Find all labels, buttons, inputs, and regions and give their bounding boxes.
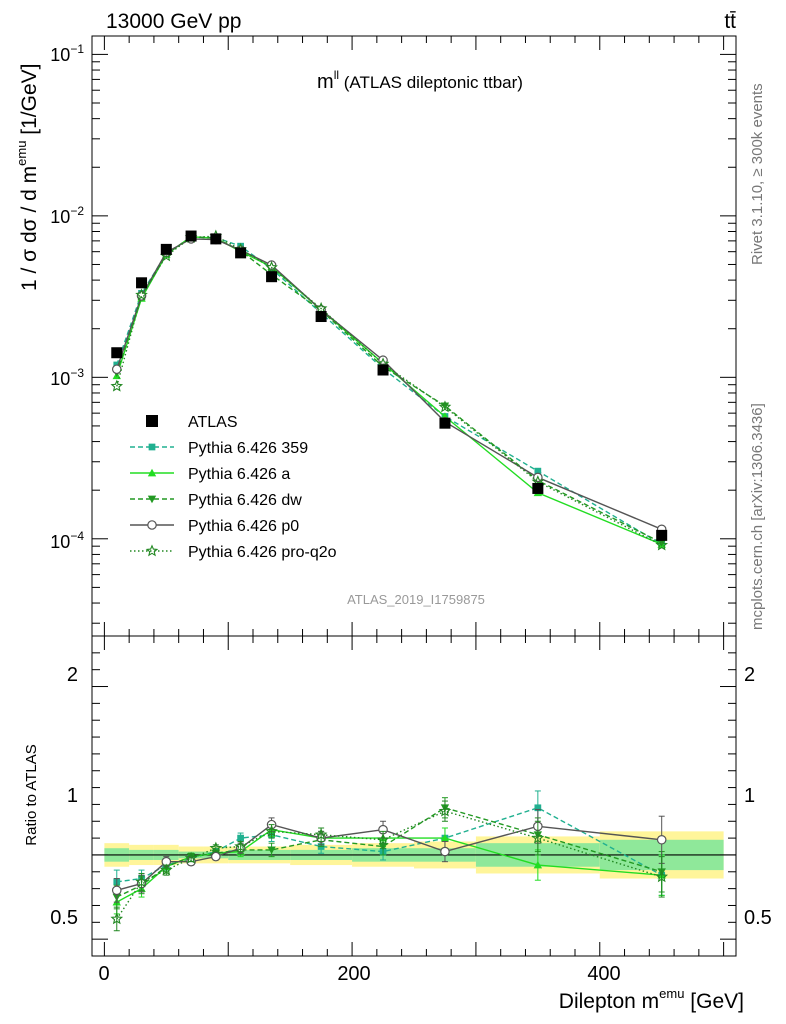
x-tick-label-400: 400 [587, 963, 620, 985]
series-point-ratio [314, 828, 328, 841]
atlas-data-point [532, 482, 544, 494]
plot-title: mll (ATLAS dileptonic ttbar) [317, 68, 523, 93]
legend: ATLAS Pythia 6.426 359 Pythia 6.426 a Pythi… [130, 414, 337, 561]
series-point-ratio [440, 833, 450, 842]
y-tick-label-1e-2: 10−2 [50, 204, 84, 227]
series-line-ratio [116, 823, 662, 891]
legend-marker [147, 468, 157, 477]
atlas-data-points [111, 230, 668, 541]
y-axis-title-main: 1 / σ dσ / d memu [1/GeV] [14, 64, 41, 291]
legend-label: Pythia 6.426 p0 [188, 518, 299, 535]
analysis-id-label: ATLAS_2019_I1759875 [347, 592, 485, 607]
atlas-data-point [656, 529, 668, 541]
ratio-tick-label-0.5: 0.5 [50, 907, 78, 929]
series-point-ratio [438, 804, 452, 817]
series-point-ratio [655, 870, 669, 883]
series-point-main [655, 538, 669, 551]
legend-label: Pythia 6.426 a [188, 466, 290, 483]
atlas-data-point [136, 277, 148, 289]
atlas-data-point [160, 243, 172, 255]
atlas-data-point [185, 230, 197, 242]
series-point-ratio [184, 851, 198, 864]
x-tick-label-0: 0 [98, 963, 109, 985]
ratio-tick-label-right-1: 1 [744, 785, 755, 807]
series-point-ratio [234, 839, 247, 852]
legend-marker-atlas [146, 415, 158, 427]
series-point-ratio [237, 834, 244, 842]
series-point-main [136, 291, 147, 301]
series-point-main [440, 402, 450, 411]
series-point-ratio [440, 846, 450, 857]
series-line-main [116, 238, 662, 530]
series-line-ratio [116, 810, 662, 920]
legend-label: Pythia 6.426 dw [188, 492, 302, 509]
y-tick-label-1e-4: 10−4 [50, 529, 84, 552]
series-point-ratio [111, 885, 122, 896]
legend-marker [145, 544, 159, 557]
y-axis-title-ratio: Ratio to ATLAS [23, 744, 40, 845]
source-label: mcplots.cern.ch [arXiv:1306.3436] [749, 403, 766, 630]
axis-ticks [92, 36, 736, 956]
ratio-tick-label-2: 2 [67, 664, 78, 686]
y-tick-label-1e-3: 10−3 [50, 366, 84, 389]
legend-label: Pythia 6.426 359 [188, 440, 308, 457]
series-point-ratio [533, 860, 543, 869]
atlas-data-point [235, 247, 247, 259]
series-point-main [378, 355, 388, 366]
series-line-main [116, 236, 663, 544]
y-tick-label-1e-1: 10−1 [50, 42, 84, 65]
series-point-main [110, 379, 124, 392]
series-point-ratio [265, 824, 278, 837]
atlas-data-point [266, 271, 278, 283]
series-point-ratio [209, 841, 223, 854]
rivet-label: Rivet 3.1.10, ≥ 300k events [749, 83, 766, 265]
legend-marker [147, 520, 157, 530]
series-point-ratio [534, 804, 542, 812]
energy-label: 13000 GeV pp [106, 10, 241, 33]
series-point-main [314, 301, 328, 314]
series-line-main [116, 235, 663, 546]
series-point-ratio [135, 875, 148, 888]
series-point-main [135, 288, 148, 301]
atlas-data-point [315, 311, 327, 323]
ratio-tick-label-right-0.5: 0.5 [744, 907, 772, 929]
series-point-ratio [211, 851, 221, 862]
atlas-data-point [439, 417, 451, 429]
series-point-main [657, 539, 666, 547]
ratio-panel-frame [91, 635, 737, 957]
series-point-ratio [531, 831, 545, 844]
series-point-ratio [376, 833, 390, 846]
atlas-data-point [210, 233, 222, 245]
series-line-ratio [116, 807, 662, 898]
series-pythia-6-426-pro-q2o [110, 229, 669, 932]
series-point-ratio [267, 846, 276, 855]
legend-marker [148, 443, 156, 451]
ratio-tick-label-1: 1 [67, 785, 78, 807]
process-label: tt̄ [724, 10, 736, 33]
x-axis-title: Dilepton memu [GeV] [559, 986, 744, 1013]
legend-marker [147, 495, 157, 504]
series-point-main [438, 400, 452, 413]
series-point-ratio [656, 834, 667, 845]
legend-label: Pythia 6.426 pro-q2o [188, 544, 337, 561]
x-tick-label-200: 200 [337, 963, 370, 985]
series-point-main [111, 364, 122, 375]
ratio-tick-label-right-2: 2 [744, 664, 755, 686]
series-point-ratio [159, 863, 173, 876]
series-point-main [265, 260, 278, 273]
atlas-data-point [377, 364, 389, 376]
legend-label-atlas: ATLAS [188, 414, 238, 431]
series-point-ratio [110, 912, 124, 925]
mc-series [110, 229, 669, 932]
series-point-main [534, 467, 542, 475]
atlas-data-point [111, 347, 123, 359]
